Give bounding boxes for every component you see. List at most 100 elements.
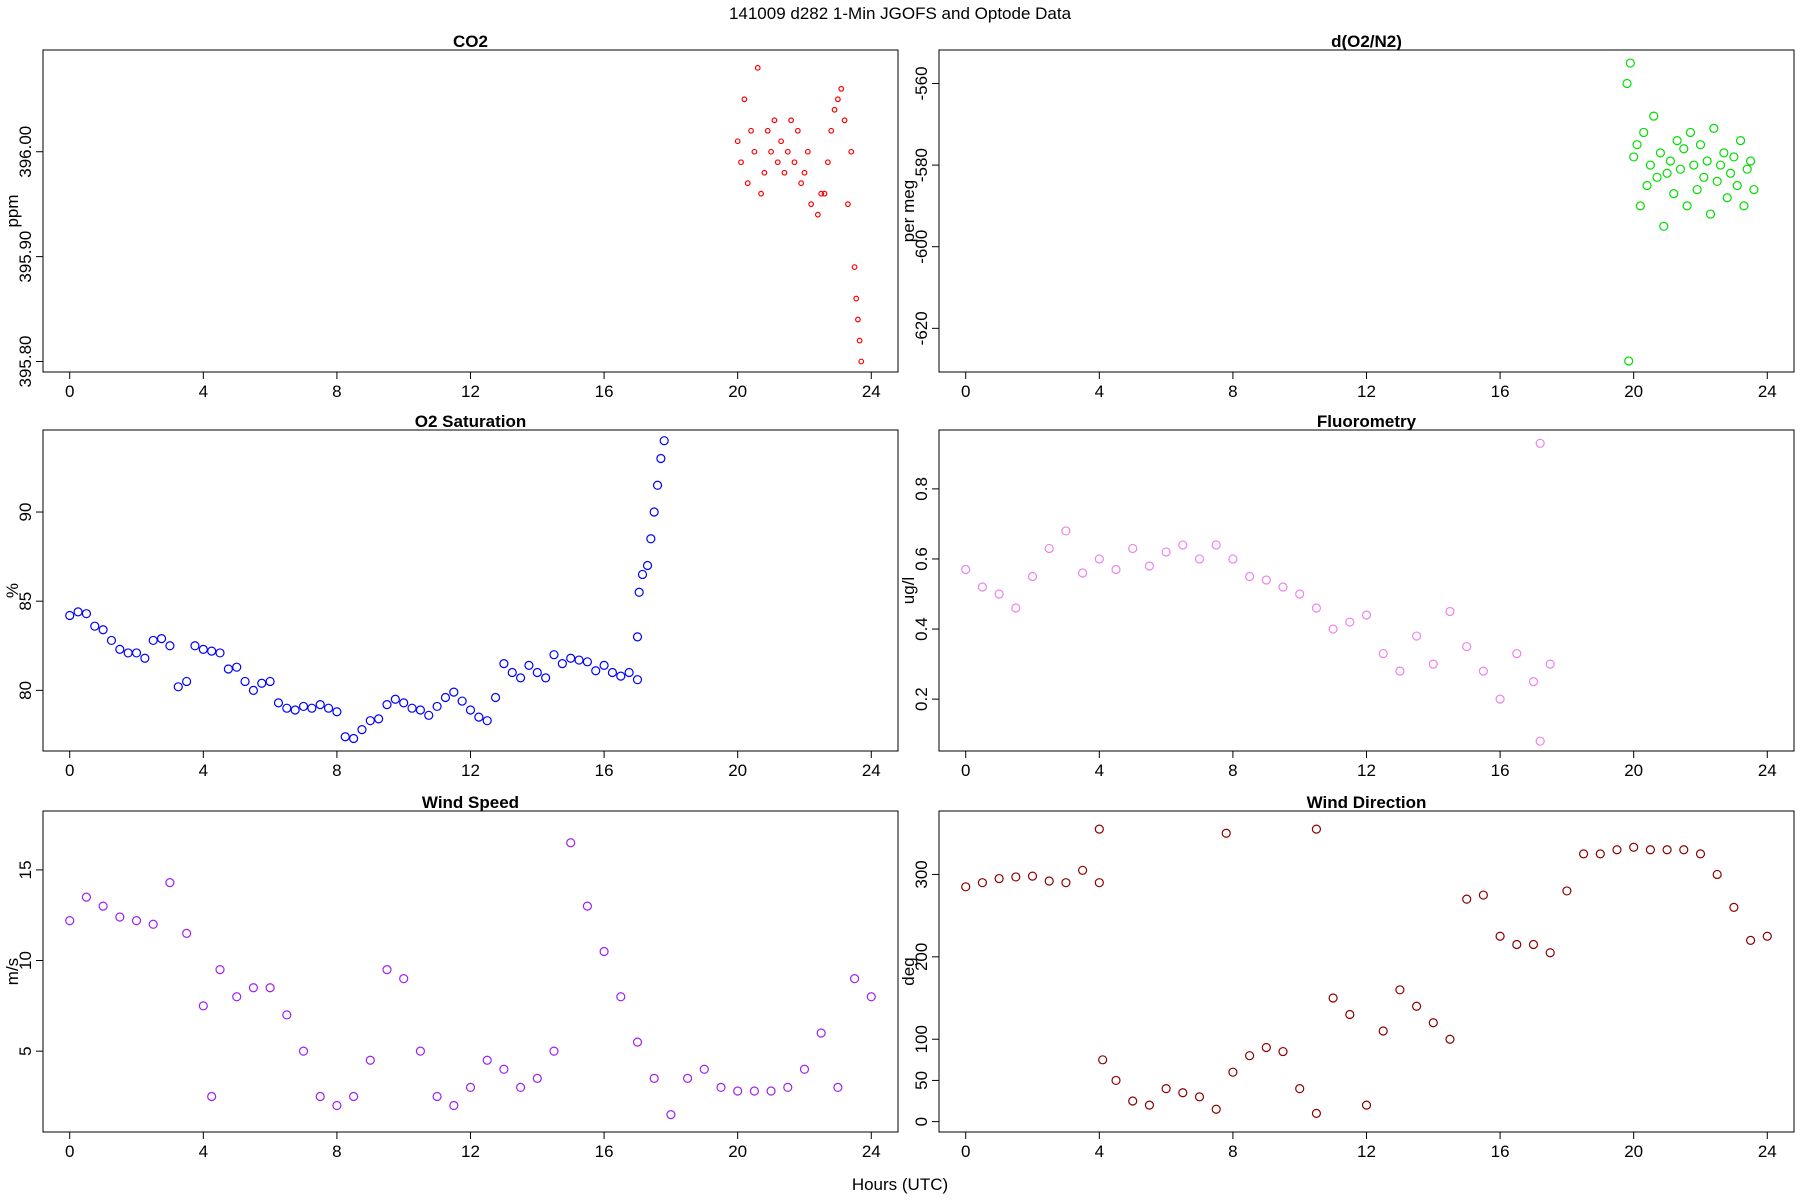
y-tick-label: 300	[912, 860, 931, 888]
y-tick-label: 0	[912, 1117, 931, 1126]
y-tick-label: 396.00	[16, 126, 35, 178]
data-point	[738, 159, 744, 166]
panel-title: Fluorometry	[1317, 412, 1417, 431]
data-point	[1695, 140, 1706, 150]
data-point	[507, 667, 517, 678]
data-point	[849, 974, 860, 984]
data-point	[1622, 78, 1632, 89]
data-point	[532, 667, 542, 678]
data-point	[265, 983, 275, 993]
data-point	[1722, 193, 1732, 203]
data-point	[632, 632, 643, 642]
data-point	[148, 635, 158, 646]
y-tick-label: -560	[912, 66, 931, 100]
data-point	[207, 646, 217, 656]
data-point	[282, 1010, 292, 1020]
data-point	[1535, 736, 1545, 746]
plot-frame	[938, 429, 1795, 752]
data-point	[1715, 160, 1726, 170]
data-point	[1261, 575, 1271, 585]
data-point	[1512, 939, 1522, 950]
data-point	[748, 127, 754, 134]
y-tick-label: 395.90	[16, 231, 35, 283]
x-tick-label: 16	[595, 382, 614, 401]
data-point	[1655, 148, 1666, 158]
x-tick-label: 4	[1095, 382, 1104, 401]
data-point	[841, 117, 848, 124]
data-point	[734, 138, 741, 145]
data-point	[223, 664, 233, 674]
data-point	[831, 106, 838, 113]
plot-frame	[42, 429, 899, 752]
data-point	[1111, 564, 1121, 575]
data-point	[549, 650, 559, 660]
data-point	[682, 1073, 693, 1083]
data-point	[828, 127, 835, 134]
data-point	[1361, 1100, 1372, 1110]
data-point	[1692, 184, 1702, 195]
x-tick-label: 0	[65, 1142, 74, 1161]
data-point	[853, 295, 860, 302]
data-point	[1729, 902, 1739, 912]
data-point	[599, 946, 609, 957]
data-point	[818, 190, 825, 197]
data-point	[741, 96, 748, 103]
data-point	[1178, 1088, 1188, 1098]
data-point	[65, 916, 75, 926]
x-tick-label: 20	[728, 1142, 747, 1161]
data-point	[1719, 148, 1729, 158]
data-point	[1528, 677, 1539, 687]
data-point	[1078, 568, 1088, 578]
data-point	[499, 659, 509, 669]
data-point	[637, 569, 648, 580]
data-point	[298, 1046, 309, 1056]
data-point	[140, 653, 150, 663]
data-point	[781, 169, 788, 176]
data-point	[1128, 1096, 1138, 1106]
data-point	[332, 1100, 342, 1111]
data-point	[1652, 172, 1662, 182]
data-point	[1642, 180, 1652, 191]
data-point	[1669, 189, 1679, 199]
panel-title: d(O2/N2)	[1331, 32, 1402, 51]
data-point	[961, 564, 971, 575]
data-point	[1635, 201, 1645, 211]
data-point	[1428, 659, 1438, 669]
data-point	[768, 148, 774, 155]
data-point	[961, 882, 971, 892]
data-point	[751, 148, 758, 155]
data-point	[632, 675, 643, 685]
data-point	[365, 716, 375, 726]
data-point	[315, 700, 325, 710]
data-point	[1645, 160, 1655, 170]
y-axis-label: deg	[899, 957, 918, 985]
data-point	[524, 660, 534, 671]
x-tick-label: 0	[65, 382, 74, 401]
data-point	[783, 1082, 793, 1093]
data-point	[1094, 878, 1104, 888]
data-point	[788, 117, 795, 124]
data-point	[165, 641, 175, 651]
data-point	[449, 1100, 459, 1111]
data-point	[855, 316, 861, 323]
data-point	[634, 587, 644, 597]
x-tick-label: 8	[1228, 1142, 1237, 1161]
data-point	[1178, 540, 1188, 550]
x-tick-label: 0	[961, 1142, 970, 1161]
data-point	[1144, 561, 1155, 571]
x-tick-label: 20	[728, 382, 747, 401]
data-point	[1624, 356, 1634, 366]
data-point	[90, 621, 100, 631]
data-point	[659, 436, 669, 446]
data-point	[432, 1091, 442, 1102]
x-tick-label: 8	[332, 382, 341, 401]
x-tick-label: 0	[961, 761, 970, 780]
x-tick-label: 8	[1228, 382, 1237, 401]
data-point	[198, 644, 208, 654]
data-point	[1161, 1084, 1171, 1094]
data-point	[131, 648, 142, 658]
data-point	[240, 676, 250, 687]
panel-title: Wind Direction	[1307, 793, 1427, 812]
data-point	[1762, 931, 1772, 941]
data-point	[349, 733, 359, 744]
